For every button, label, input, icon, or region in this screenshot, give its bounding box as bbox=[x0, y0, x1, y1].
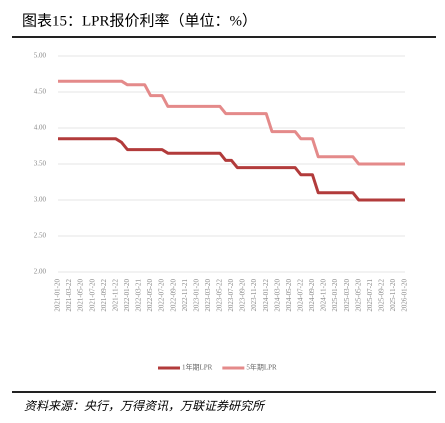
x-tick-label: 2024-03-20 bbox=[273, 279, 281, 312]
x-tick-label: 2022-11-21 bbox=[181, 279, 189, 312]
x-tick-label: 2025-05-20 bbox=[354, 279, 362, 312]
x-tick-label: 2023-05-22 bbox=[216, 279, 224, 312]
x-tick-label: 2025-11-20 bbox=[389, 279, 397, 312]
series-line bbox=[58, 79, 405, 166]
x-tick-label: 2025-07-21 bbox=[366, 279, 374, 312]
x-tick-label: 2023-01-20 bbox=[192, 279, 200, 312]
x-tick-label: 2024-01-22 bbox=[262, 279, 270, 312]
y-tick-label: 4.00 bbox=[34, 124, 47, 132]
x-tick-label: 2021-09-22 bbox=[100, 279, 108, 312]
x-tick-label: 2023-03-20 bbox=[204, 279, 212, 312]
x-tick-label: 2021-11-22 bbox=[111, 279, 119, 312]
x-tick-label: 2023-07-20 bbox=[227, 279, 235, 312]
x-tick-label: 2024-11-20 bbox=[320, 279, 328, 312]
x-tick-label: 2021-03-22 bbox=[65, 279, 73, 312]
y-tick-label: 5.00 bbox=[34, 52, 47, 60]
y-tick-label: 3.50 bbox=[34, 160, 47, 168]
x-tick-label: 2024-07-22 bbox=[297, 279, 305, 312]
x-tick-label: 2022-03-21 bbox=[135, 279, 143, 312]
x-tick-label: 2024-05-20 bbox=[285, 279, 293, 312]
x-tick-label: 2023-09-20 bbox=[239, 279, 247, 312]
legend-label: 5年期LPR bbox=[246, 363, 277, 372]
x-tick-label: 2025-01-20 bbox=[331, 279, 339, 312]
source: 资料来源：央行，万得资讯，万联证券研究所 bbox=[24, 399, 266, 413]
y-tick-label: 2.50 bbox=[34, 232, 47, 240]
y-tick-label: 4.50 bbox=[34, 88, 47, 96]
chart-title: 图表15：LPR报价利率（单位：%） bbox=[22, 12, 257, 29]
x-tick-label: 2023-11-20 bbox=[250, 279, 258, 312]
series-line bbox=[58, 137, 405, 202]
x-tick-label: 2021-07-20 bbox=[88, 279, 96, 312]
x-tick-label: 2024-09-20 bbox=[308, 279, 316, 312]
x-tick-label: 2025-09-22 bbox=[377, 279, 385, 312]
x-tick-label: 2022-07-20 bbox=[158, 279, 166, 312]
y-tick-label: 3.00 bbox=[34, 196, 47, 204]
x-tick-label: 2022-01-20 bbox=[123, 279, 131, 312]
y-tick-label: 2.00 bbox=[34, 268, 47, 276]
x-tick-label: 2022-05-20 bbox=[146, 279, 154, 312]
x-tick-label: 2026-01-20 bbox=[401, 279, 409, 312]
x-tick-label: 2021-01-20 bbox=[54, 279, 62, 312]
x-tick-label: 2022-09-20 bbox=[169, 279, 177, 312]
x-tick-label: 2021-05-20 bbox=[77, 279, 85, 312]
legend-label: 1年期LPR bbox=[182, 363, 213, 372]
x-tick-label: 2025-03-20 bbox=[343, 279, 351, 312]
